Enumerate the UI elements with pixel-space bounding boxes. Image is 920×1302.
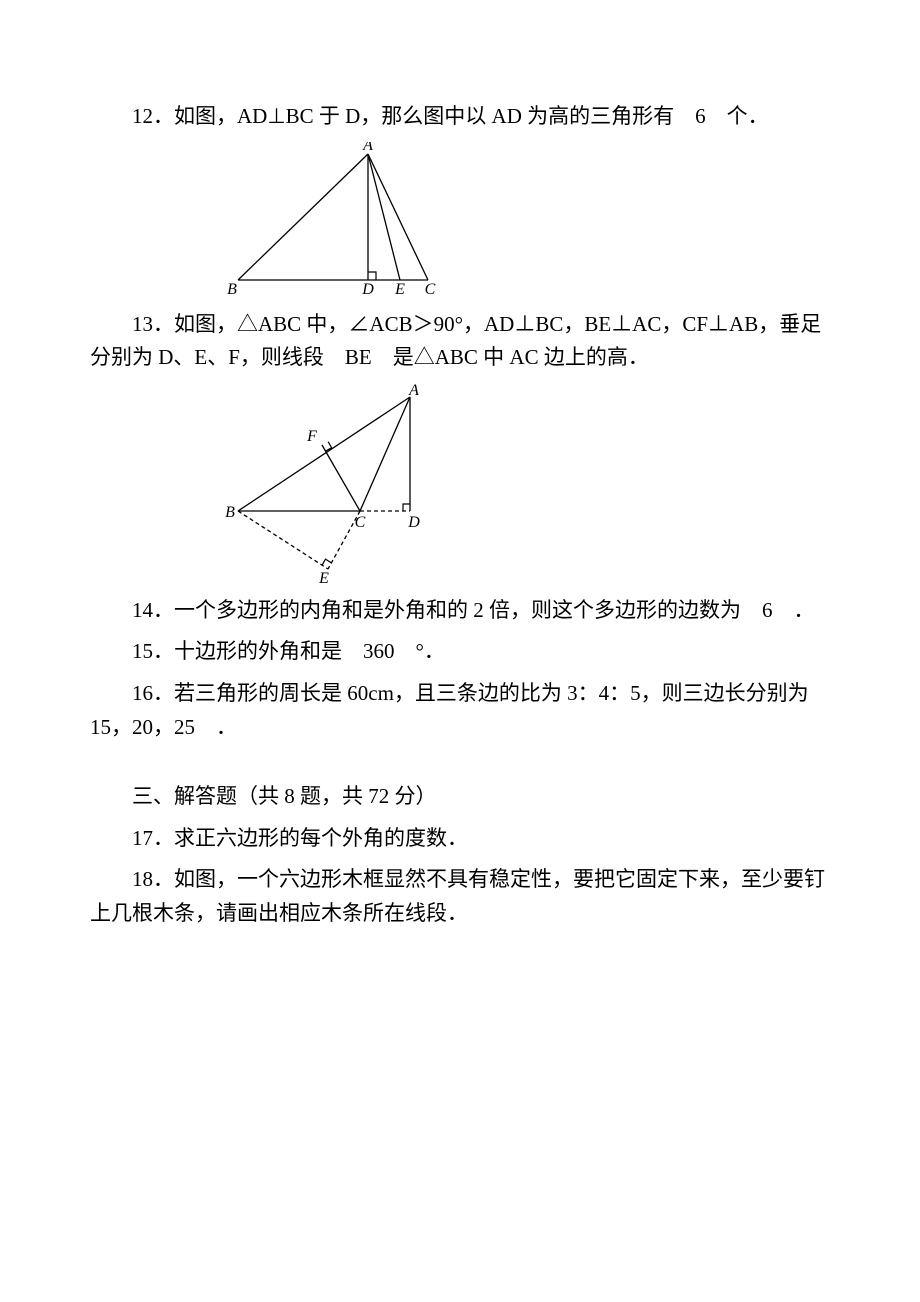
svg-text:F: F — [306, 428, 317, 445]
svg-text:E: E — [318, 570, 329, 583]
svg-text:B: B — [225, 504, 235, 521]
svg-text:A: A — [362, 142, 373, 154]
svg-text:D: D — [407, 514, 420, 531]
svg-text:E: E — [394, 281, 405, 297]
svg-text:B: B — [227, 281, 237, 297]
q13-figure: A B C D E F — [220, 383, 830, 588]
q17-text: 17．求正六边形的每个外角的度数． — [90, 822, 830, 856]
q12-figure: A B D E C — [220, 142, 830, 302]
q13-text: 13．如图，△ABC 中，∠ACB＞90°，AD⊥BC，BE⊥AC，CF⊥AB，… — [90, 308, 830, 375]
svg-text:C: C — [425, 281, 436, 297]
q15-text: 15．十边形的外角和是 360 °． — [90, 635, 830, 669]
svg-text:C: C — [355, 514, 366, 531]
svg-text:A: A — [408, 383, 419, 399]
q12-text: 12．如图，AD⊥BC 于 D，那么图中以 AD 为高的三角形有 6 个． — [90, 100, 830, 134]
q18-text: 18．如图，一个六边形木框显然不具有稳定性，要把它固定下来，至少要钉上几根木条，… — [90, 863, 830, 930]
section3-heading: 三、解答题（共 8 题，共 72 分） — [90, 780, 830, 814]
q16-text: 16．若三角形的周长是 60cm，且三条边的比为 3：4：5，则三边长分别为 1… — [90, 677, 830, 744]
q14-text: 14．一个多边形的内角和是外角和的 2 倍，则这个多边形的边数为 6 ． — [90, 594, 830, 628]
spacer — [90, 752, 830, 780]
svg-text:D: D — [361, 281, 374, 297]
